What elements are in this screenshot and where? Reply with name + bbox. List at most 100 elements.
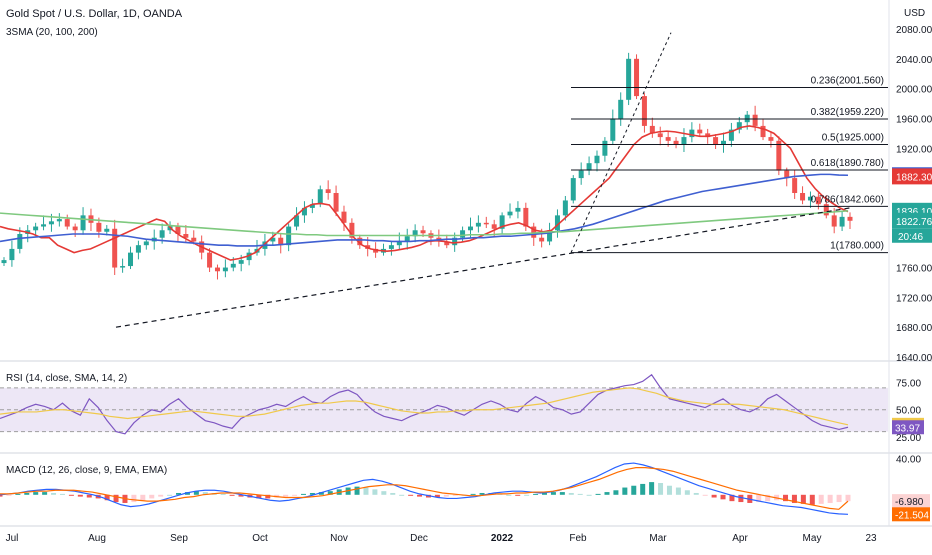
candle-body[interactable] bbox=[657, 133, 663, 138]
macd-histogram-bar[interactable] bbox=[256, 494, 262, 499]
macd-histogram-bar[interactable] bbox=[595, 493, 601, 495]
candle-body[interactable] bbox=[713, 137, 719, 145]
macd-histogram-bar[interactable] bbox=[33, 492, 39, 495]
macd-histogram-bar[interactable] bbox=[176, 492, 182, 495]
candle-body[interactable] bbox=[388, 245, 394, 249]
macd-histogram-bar[interactable] bbox=[559, 492, 565, 495]
candle-body[interactable] bbox=[839, 216, 845, 227]
sma100-line[interactable] bbox=[0, 173, 849, 247]
macd-histogram-bar[interactable] bbox=[533, 493, 539, 495]
macd-histogram-bar[interactable] bbox=[167, 494, 173, 496]
macd-histogram-bar[interactable] bbox=[550, 492, 556, 495]
candle-body[interactable] bbox=[167, 226, 173, 231]
fib-connector[interactable] bbox=[570, 32, 672, 253]
candle-body[interactable] bbox=[278, 237, 284, 246]
macd-histogram-bar[interactable] bbox=[363, 487, 369, 495]
price-panel[interactable]: 0.236(2001.560) 0.382(1959.220) 0.5(1925.0… bbox=[0, 32, 888, 328]
sma-legend[interactable]: 3SMA (20, 100, 200) bbox=[6, 27, 98, 38]
macd-histogram-bar[interactable] bbox=[372, 489, 378, 495]
macd-histogram-bar[interactable] bbox=[711, 494, 717, 498]
candle-body[interactable] bbox=[396, 241, 402, 246]
candle-body[interactable] bbox=[80, 215, 86, 231]
candle-body[interactable] bbox=[649, 125, 655, 134]
candle-body[interactable] bbox=[373, 248, 379, 253]
macd-histogram-bar[interactable] bbox=[693, 492, 699, 495]
candle-body[interactable] bbox=[823, 204, 829, 216]
candle-body[interactable] bbox=[807, 196, 813, 201]
candle-body[interactable] bbox=[523, 207, 529, 227]
macd-histogram-bar[interactable] bbox=[434, 494, 440, 498]
candle-body[interactable] bbox=[41, 224, 47, 227]
macd-histogram-bar[interactable] bbox=[86, 494, 92, 498]
macd-histogram-bar[interactable] bbox=[399, 494, 405, 496]
macd-histogram-bar[interactable] bbox=[68, 494, 74, 496]
macd-histogram-bar[interactable] bbox=[479, 492, 485, 495]
macd-histogram-bar[interactable] bbox=[729, 494, 735, 502]
macd-histogram-bar[interactable] bbox=[24, 492, 30, 495]
candle-body[interactable] bbox=[760, 125, 766, 138]
candle-body[interactable] bbox=[768, 137, 774, 141]
candle-body[interactable] bbox=[404, 236, 410, 242]
macd-histogram-bar[interactable] bbox=[77, 494, 83, 497]
macd-histogram-bar[interactable] bbox=[800, 494, 806, 504]
macd-histogram-bar[interactable] bbox=[390, 492, 396, 495]
candle-body[interactable] bbox=[444, 241, 450, 246]
macd-histogram-bar[interactable] bbox=[631, 485, 637, 495]
macd-histogram-bar[interactable] bbox=[140, 494, 146, 501]
macd-histogram-bar[interactable] bbox=[470, 493, 476, 495]
candle-body[interactable] bbox=[341, 211, 347, 223]
candle-body[interactable] bbox=[207, 252, 213, 268]
macd-histogram-bar[interactable] bbox=[702, 494, 708, 496]
candle-body[interactable] bbox=[784, 170, 790, 179]
macd-histogram-bar[interactable] bbox=[59, 493, 65, 495]
candle-body[interactable] bbox=[467, 226, 473, 231]
macd-tag-box[interactable] bbox=[892, 494, 930, 509]
candle-body[interactable] bbox=[626, 58, 632, 100]
candle-body[interactable] bbox=[301, 207, 307, 216]
macd-histogram-bar[interactable] bbox=[827, 494, 833, 503]
macd-histogram-bar[interactable] bbox=[104, 494, 110, 501]
macd-histogram-bar[interactable] bbox=[845, 494, 851, 502]
date-axis[interactable]: Jul Aug Sep Oct Nov Dec 2022 Feb Mar Apr May 23 bbox=[6, 533, 877, 544]
macd-histogram-bar[interactable] bbox=[649, 482, 655, 495]
macd-line[interactable] bbox=[0, 462, 849, 515]
macd-histogram-bar[interactable] bbox=[452, 494, 458, 496]
macd-histogram-bar[interactable] bbox=[238, 494, 244, 497]
candle-body[interactable] bbox=[333, 193, 339, 212]
candle-body[interactable] bbox=[317, 189, 323, 205]
candle-body[interactable] bbox=[554, 215, 560, 231]
candle-body[interactable] bbox=[744, 114, 750, 123]
candle-body[interactable] bbox=[72, 226, 78, 231]
macd-histogram-bar[interactable] bbox=[113, 494, 119, 503]
candle-body[interactable] bbox=[499, 215, 505, 229]
macd-histogram-bar[interactable] bbox=[408, 494, 414, 496]
candle-body[interactable] bbox=[64, 219, 70, 227]
candle-body[interactable] bbox=[515, 207, 521, 212]
rsi-panel[interactable] bbox=[0, 373, 888, 435]
candle-body[interactable] bbox=[96, 222, 102, 232]
candle-body[interactable] bbox=[847, 216, 853, 221]
macd-histogram-bar[interactable] bbox=[184, 492, 190, 495]
candle-body[interactable] bbox=[531, 226, 537, 238]
candle-body[interactable] bbox=[135, 245, 141, 253]
candle-body[interactable] bbox=[349, 222, 355, 238]
candle-body[interactable] bbox=[128, 252, 134, 267]
candle-body[interactable] bbox=[752, 114, 758, 126]
candle-body[interactable] bbox=[594, 155, 600, 164]
macd-histogram-bar[interactable] bbox=[193, 491, 199, 495]
currency-label[interactable]: USD bbox=[904, 8, 925, 19]
macd-histogram-bar[interactable] bbox=[809, 494, 815, 505]
macd-histogram-bar[interactable] bbox=[265, 494, 271, 499]
candle-body[interactable] bbox=[547, 230, 553, 242]
candle-body[interactable] bbox=[792, 178, 798, 193]
candle-body[interactable] bbox=[175, 226, 181, 234]
candle-body[interactable] bbox=[191, 237, 197, 242]
candle-body[interactable] bbox=[776, 140, 782, 171]
price-tag-box[interactable] bbox=[892, 168, 932, 185]
rsi-tag-box[interactable] bbox=[892, 420, 924, 435]
candle-body[interactable] bbox=[815, 196, 821, 205]
macd-histogram-bar[interactable] bbox=[791, 494, 797, 503]
macd-histogram-bar[interactable] bbox=[381, 491, 387, 495]
macd-histogram-bar[interactable] bbox=[818, 494, 824, 504]
